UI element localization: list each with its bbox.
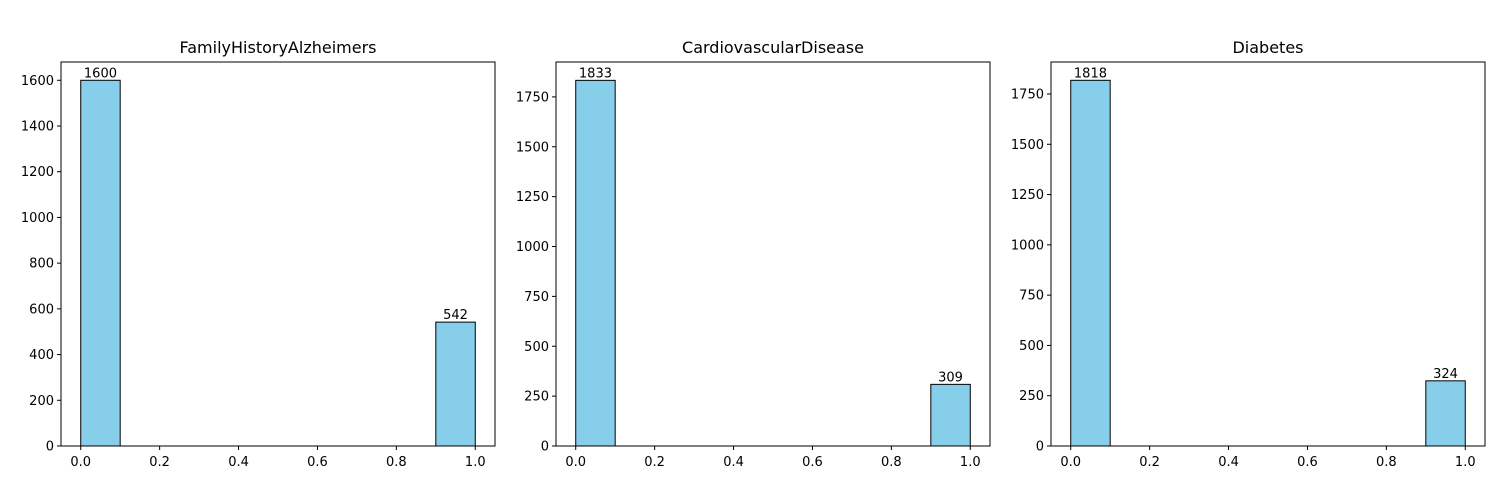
- y-tick-label: 0: [1036, 440, 1044, 455]
- y-tick-label: 0: [46, 440, 54, 455]
- plot-frame: [1050, 61, 1486, 447]
- y-tick-label: 1500: [1011, 138, 1044, 153]
- plot-frame: [555, 61, 991, 447]
- subplot-2: CardiovascularDisease 1833 309 0.0 0.2 0.4 0.6…: [516, 38, 991, 470]
- bar-2: [435, 321, 476, 447]
- y-tick-label: 1600: [21, 74, 54, 89]
- bar-1: [80, 79, 121, 447]
- x-tick-label: 0.4: [228, 455, 249, 470]
- chart-title: CardiovascularDisease: [682, 38, 864, 57]
- y-tick-label: 500: [524, 340, 549, 355]
- x-tick-label: 1.0: [1455, 455, 1476, 470]
- y-tick-label: 750: [524, 290, 549, 305]
- x-tick-label: 1.0: [465, 455, 486, 470]
- y-tick-label: 1500: [516, 140, 549, 155]
- bar-value-label: 542: [443, 308, 468, 323]
- subplot-1: FamilyHistoryAlzheimers 1600 542 0.0 0.2 0.4 0…: [21, 38, 496, 470]
- y-tick-label: 800: [29, 257, 54, 272]
- y-tick-label: 0: [541, 440, 549, 455]
- y-tick-label: 600: [29, 302, 54, 317]
- bar-2: [1425, 380, 1466, 447]
- y-tick-label: 1000: [21, 211, 54, 226]
- chart-title: FamilyHistoryAlzheimers: [180, 38, 377, 57]
- y-tick-label: 1750: [1011, 87, 1044, 102]
- y-tick-label: 750: [1019, 289, 1044, 304]
- x-tick-label: 0.2: [644, 455, 665, 470]
- bar-2: [930, 383, 971, 447]
- y-tick-label: 250: [1019, 389, 1044, 404]
- bar-1: [575, 79, 616, 447]
- subplot-3: Diabetes 1818 324 0.0 0.2 0.4 0.6 0.8 1.0 0 250 500…: [1011, 38, 1486, 470]
- y-tick-label: 1000: [516, 240, 549, 255]
- x-tick-label: 0.8: [1376, 455, 1397, 470]
- y-tick-label: 1250: [516, 190, 549, 205]
- bar-value-label: 1833: [579, 66, 612, 81]
- bar-1: [1070, 79, 1111, 447]
- x-tick-label: 0.0: [70, 455, 91, 470]
- bar-value-label: 324: [1433, 367, 1458, 382]
- y-tick-label: 250: [524, 390, 549, 405]
- x-tick-label: 0.6: [802, 455, 823, 470]
- bar-value-label: 309: [938, 370, 963, 385]
- bar-value-label: 1600: [84, 66, 117, 81]
- y-tick-label: 1250: [1011, 188, 1044, 203]
- y-tick-label: 1400: [21, 120, 54, 135]
- x-tick-label: 0.6: [1297, 455, 1318, 470]
- chart-title: Diabetes: [1232, 38, 1303, 57]
- x-tick-label: 0.4: [723, 455, 744, 470]
- x-tick-label: 1.0: [960, 455, 981, 470]
- x-tick-label: 0.8: [386, 455, 407, 470]
- y-tick-label: 1200: [21, 165, 54, 180]
- y-tick-label: 1000: [1011, 238, 1044, 253]
- x-tick-label: 0.0: [565, 455, 586, 470]
- y-tick-label: 1750: [516, 90, 549, 105]
- x-tick-label: 0.4: [1218, 455, 1239, 470]
- y-tick-label: 500: [1019, 339, 1044, 354]
- y-tick-label: 400: [29, 348, 54, 363]
- y-tick-label: 200: [29, 394, 54, 409]
- x-tick-label: 0.2: [149, 455, 170, 470]
- x-tick-label: 0.2: [1139, 455, 1160, 470]
- x-tick-label: 0.6: [307, 455, 328, 470]
- plot-frame: [60, 61, 496, 447]
- x-tick-label: 0.0: [1060, 455, 1081, 470]
- x-tick-label: 0.8: [881, 455, 902, 470]
- bar-value-label: 1818: [1074, 66, 1107, 81]
